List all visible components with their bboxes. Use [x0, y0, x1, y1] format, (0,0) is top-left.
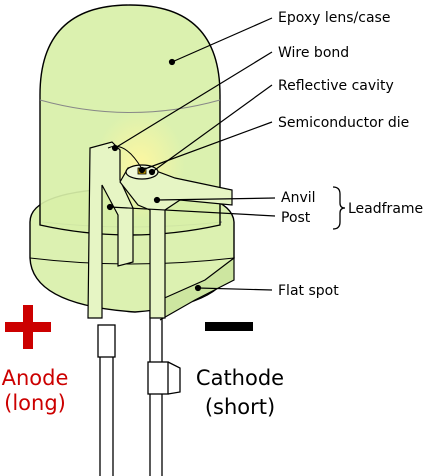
label-flat-spot: Flat spot: [278, 283, 339, 299]
wire-bond: [107, 145, 143, 170]
post: [87, 141, 134, 319]
cathode-sublabel: (short): [205, 395, 275, 419]
label-leadframe: Leadframe: [348, 201, 423, 217]
anode-sublabel: (long): [4, 391, 66, 415]
label-semiconductor-die: Semiconductor die: [278, 115, 409, 131]
leadframe: [87, 141, 233, 319]
anode-label: Anode: [2, 366, 69, 390]
cathode-label: Cathode: [196, 366, 284, 390]
label-epoxy-lens: Epoxy lens/case: [278, 10, 390, 26]
minus-icon: [205, 322, 253, 331]
leads: [97, 310, 181, 476]
label-reflective-cavity: Reflective cavity: [278, 78, 394, 94]
cathode-lead-kink: [147, 361, 169, 395]
label-wire-bond: Wire bond: [278, 45, 349, 61]
leader-lines: [106, 17, 276, 292]
plus-icon: [5, 305, 51, 349]
anode-lead-kink: [97, 324, 116, 358]
label-anvil: Anvil: [281, 190, 316, 206]
leadframe-brace: [332, 186, 346, 230]
label-post: Post: [281, 210, 311, 226]
anode-label-line1: Anode: [2, 366, 69, 390]
